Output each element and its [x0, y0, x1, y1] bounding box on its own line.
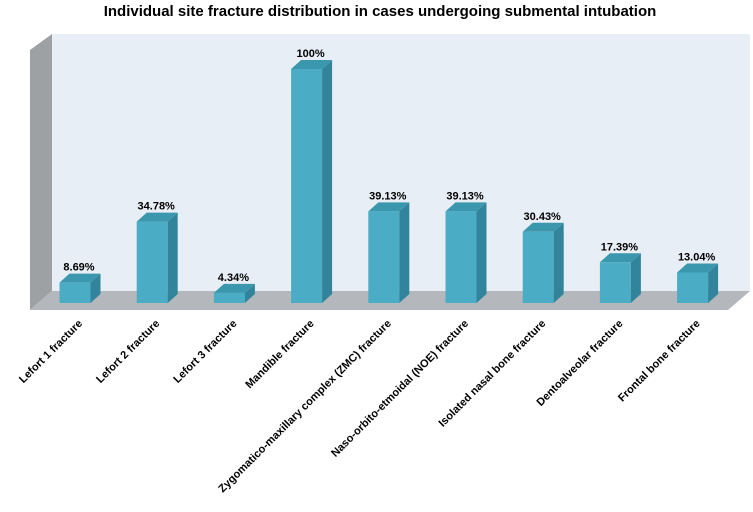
bar-top — [599, 253, 641, 263]
category-label: Naso-orbito-etmoidal (NOE) fracture — [329, 318, 471, 460]
bar-side — [476, 202, 487, 303]
chart-title: Individual site fracture distribution in… — [104, 3, 657, 20]
bar — [445, 202, 487, 303]
category-labels-layer: Lefort 1 fracture Lefort 2 fracture Lefort… — [17, 318, 703, 495]
data-label: 17.39% — [601, 241, 639, 253]
data-label: 39.13% — [369, 190, 407, 202]
data-label: 13.04% — [678, 251, 716, 263]
bar-side — [167, 212, 178, 303]
category-label: Lefort 1 fracture — [17, 318, 85, 386]
bar-top — [291, 60, 333, 69]
category-label: Frontal bone fracture — [616, 318, 703, 405]
bar-front — [213, 292, 245, 303]
bar — [59, 273, 101, 303]
bar-front — [291, 69, 323, 303]
bar-side — [399, 202, 410, 303]
category-label: Zygomatico-maxillary complex (ZMC) fract… — [216, 318, 393, 495]
data-label: 4.34% — [218, 272, 249, 284]
bar-top — [213, 283, 255, 293]
bar-top — [136, 212, 178, 222]
bar-top — [59, 273, 101, 283]
bar-side — [708, 263, 719, 303]
bar — [213, 283, 255, 303]
bar-side — [90, 273, 101, 303]
bar-front — [677, 272, 709, 303]
bar-front — [445, 211, 477, 303]
bar-top — [368, 202, 410, 212]
bar-top — [445, 202, 487, 212]
bars-layer — [59, 60, 719, 303]
bar-front — [136, 221, 168, 303]
bar-side — [322, 60, 333, 303]
chart-side-wall — [30, 34, 52, 310]
bar-side — [553, 222, 564, 303]
bar-top — [522, 222, 564, 232]
data-label: 100% — [297, 48, 325, 60]
bar-front — [368, 211, 400, 303]
category-label: Lefort 3 fracture — [171, 318, 239, 386]
bar-front — [522, 231, 554, 303]
data-label: 8.69% — [63, 262, 94, 274]
bar — [368, 202, 410, 303]
category-label: Lefort 2 fracture — [94, 318, 162, 386]
bar — [291, 60, 333, 303]
bar-front — [59, 282, 91, 303]
bar — [522, 222, 564, 303]
data-label: 30.43% — [524, 211, 562, 223]
category-label: Mandible fracture — [243, 318, 316, 391]
bar — [136, 212, 178, 303]
bar-top — [677, 263, 719, 273]
data-label: 39.13% — [446, 190, 484, 202]
bar-side — [630, 253, 641, 303]
bar-front — [599, 262, 631, 303]
bar — [599, 253, 641, 303]
bar — [677, 263, 719, 303]
data-label: 34.78% — [138, 201, 176, 213]
data-labels-layer: 8.69% 34.78% 4.34% 100% 39.13% 39.13% 30.43% 17… — [63, 48, 715, 284]
category-label: Dentoalveolar fracture — [534, 318, 625, 409]
bar-side — [244, 283, 255, 303]
chart-back-wall — [52, 34, 750, 291]
